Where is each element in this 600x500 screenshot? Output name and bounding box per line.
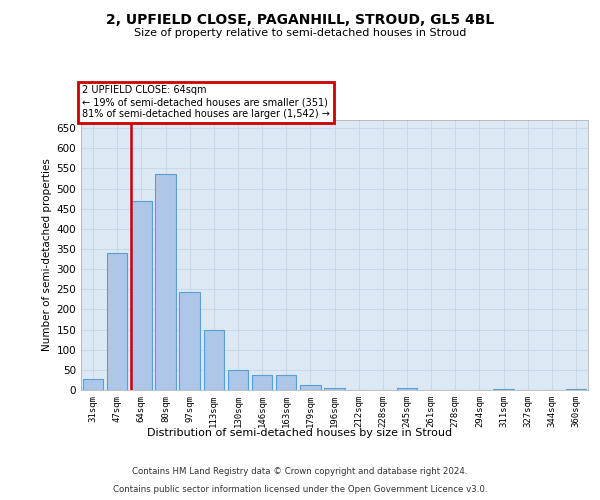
Text: Distribution of semi-detached houses by size in Stroud: Distribution of semi-detached houses by … [148, 428, 452, 438]
Bar [131, 200, 152, 390]
Bar [252, 376, 272, 390]
Bar [155, 174, 176, 390]
Bar [493, 389, 514, 390]
Bar [107, 253, 127, 390]
Bar [324, 388, 345, 390]
Bar [397, 388, 417, 390]
Bar [566, 389, 586, 390]
Bar [276, 376, 296, 390]
Text: 2, UPFIELD CLOSE, PAGANHILL, STROUD, GL5 4BL: 2, UPFIELD CLOSE, PAGANHILL, STROUD, GL5… [106, 12, 494, 26]
Text: Size of property relative to semi-detached houses in Stroud: Size of property relative to semi-detach… [134, 28, 466, 38]
Text: Contains HM Land Registry data © Crown copyright and database right 2024.: Contains HM Land Registry data © Crown c… [132, 467, 468, 476]
Text: Contains public sector information licensed under the Open Government Licence v3: Contains public sector information licen… [113, 485, 487, 494]
Bar [179, 292, 200, 390]
Bar [83, 379, 103, 390]
Text: 2 UPFIELD CLOSE: 64sqm
← 19% of semi-detached houses are smaller (351)
81% of se: 2 UPFIELD CLOSE: 64sqm ← 19% of semi-det… [82, 86, 330, 118]
Y-axis label: Number of semi-detached properties: Number of semi-detached properties [42, 158, 52, 352]
Bar [300, 385, 320, 390]
Bar [203, 330, 224, 390]
Bar [227, 370, 248, 390]
